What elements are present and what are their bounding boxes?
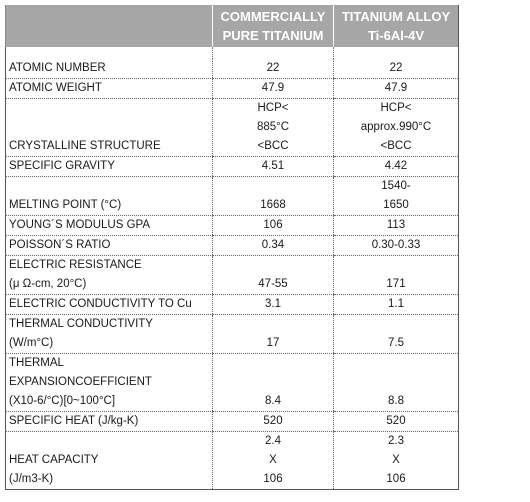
alloy-value: 0.30-0.33 (333, 235, 459, 256)
alloy-value: 1.1 (333, 294, 459, 315)
spacer-row (5, 47, 530, 59)
pure-value: 47.9 (212, 78, 334, 99)
row-label: ELECTRIC CONDUCTIVITY TO Cu (5, 294, 213, 315)
pure-value: 4.51 (212, 156, 334, 177)
pure-value: 8.4 (212, 353, 334, 412)
table-row: THERMAL CONDUCTIVITY (W/m°C) 17 7.5 (5, 314, 530, 354)
pure-value: 17 (212, 314, 334, 354)
pure-value: 47-55 (212, 255, 334, 295)
pure-value: 2.4 X 106 (212, 431, 334, 490)
alloy-value: 22 (333, 59, 459, 79)
table-row: SPECIFIC GRAVITY 4.51 4.42 (5, 156, 530, 177)
row-label: ELECTRIC RESISTANCE (μ Ω-cm, 20°C) (5, 255, 213, 295)
row-label: ATOMIC NUMBER (5, 59, 213, 79)
row-label: YOUNG´S MODULUS GPA (5, 215, 213, 236)
table-row: ATOMIC NUMBER 22 22 (5, 59, 530, 79)
alloy-value: 8.8 (333, 353, 459, 412)
alloy-value: 2.3 X 106 (333, 431, 459, 490)
row-label: CRYSTALLINE STRUCTURE (5, 98, 213, 157)
header-pure-titanium: COMMERCIALLY PURE TITANIUM (212, 5, 334, 47)
table-row: YOUNG´S MODULUS GPA 106 113 (5, 215, 530, 236)
pure-value: 3.1 (212, 294, 334, 315)
table-row: ATOMIC WEIGHT 47.9 47.9 (5, 78, 530, 99)
alloy-value: 47.9 (333, 78, 459, 99)
row-label: HEAT CAPACITY (J/m3-K) (5, 431, 213, 490)
table-row: THERMAL EXPANSIONCOEFFICIENT (X10-6/°C)[… (5, 353, 530, 412)
alloy-value: 520 (333, 411, 459, 432)
alloy-value: 1540- 1650 (333, 176, 459, 216)
header-property (5, 5, 213, 47)
header-titanium-alloy: TITANIUM ALLOY Ti-6Al-4V (333, 5, 459, 47)
pure-value: 106 (212, 215, 334, 236)
table-row: POISSON´S RATIO 0.34 0.30-0.33 (5, 235, 530, 256)
pure-value: 0.34 (212, 235, 334, 256)
row-label: SPECIFIC HEAT (J/kg-K) (5, 411, 213, 432)
pure-value: 1668 (212, 176, 334, 216)
table-row: MELTING POINT (°C) 1668 1540- 1650 (5, 176, 530, 216)
table-row: ELECTRIC CONDUCTIVITY TO Cu 3.1 1.1 (5, 294, 530, 315)
titanium-properties-table: COMMERCIALLY PURE TITANIUM TITANIUM ALLO… (5, 5, 530, 490)
table-row: ELECTRIC RESISTANCE (μ Ω-cm, 20°C) 47-55… (5, 255, 530, 295)
alloy-value: 113 (333, 215, 459, 236)
row-label: MELTING POINT (°C) (5, 176, 213, 216)
table-row: CRYSTALLINE STRUCTURE HCP< 885°C <BCC HC… (5, 98, 530, 157)
row-label: THERMAL EXPANSIONCOEFFICIENT (X10-6/°C)[… (5, 353, 213, 412)
row-label: ATOMIC WEIGHT (5, 78, 213, 99)
alloy-value: HCP< approx.990°C <BCC (333, 98, 459, 157)
row-label: SPECIFIC GRAVITY (5, 156, 213, 177)
table-row: HEAT CAPACITY (J/m3-K) 2.4 X 106 2.3 X 1… (5, 431, 530, 490)
row-label: POISSON´S RATIO (5, 235, 213, 256)
table-row: SPECIFIC HEAT (J/kg-K) 520 520 (5, 411, 530, 432)
row-label: THERMAL CONDUCTIVITY (W/m°C) (5, 314, 213, 354)
alloy-value: 4.42 (333, 156, 459, 177)
header-row: COMMERCIALLY PURE TITANIUM TITANIUM ALLO… (5, 5, 530, 47)
pure-value: 520 (212, 411, 334, 432)
alloy-value: 7.5 (333, 314, 459, 354)
pure-value: 22 (212, 59, 334, 79)
alloy-value: 171 (333, 255, 459, 295)
pure-value: HCP< 885°C <BCC (212, 98, 334, 157)
header-spacer (458, 5, 530, 47)
